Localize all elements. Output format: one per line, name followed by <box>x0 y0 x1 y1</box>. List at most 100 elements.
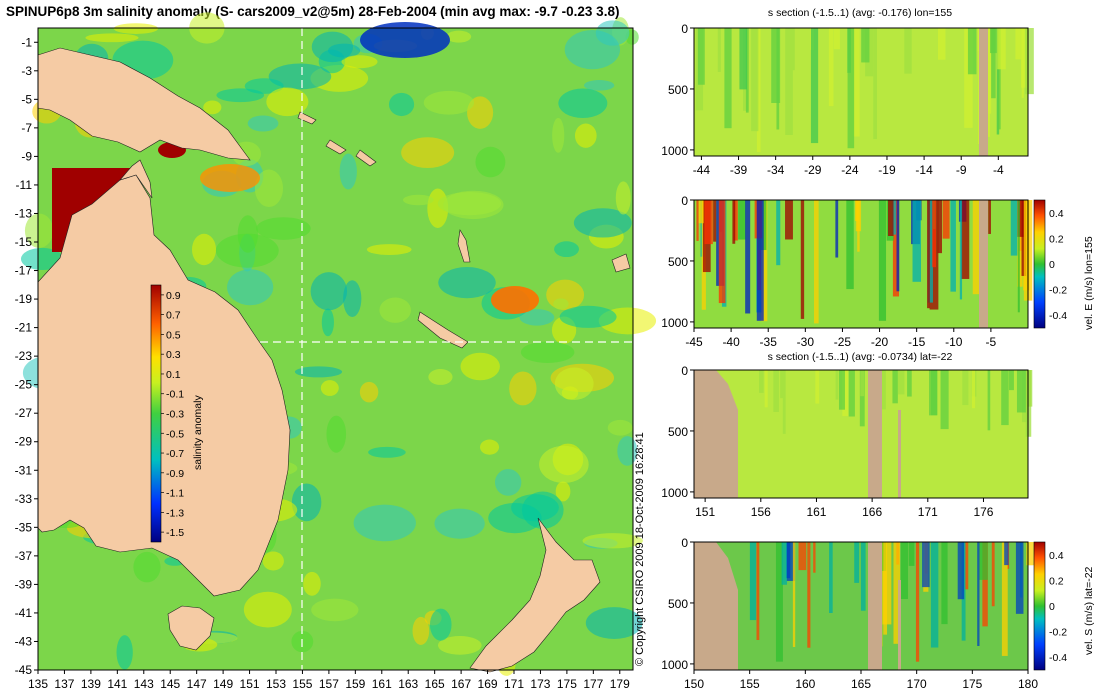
section-structure <box>883 542 888 635</box>
x-tick-label: 180 <box>1018 677 1038 691</box>
map-y-tick-label: -9 <box>21 149 32 163</box>
x-tick-label: 166 <box>862 505 882 519</box>
anomaly-blob <box>595 20 630 46</box>
y-tick-label: 1000 <box>661 316 688 330</box>
colorbar-tick-label: -1.1 <box>166 488 184 500</box>
land-new-guinea <box>37 47 251 161</box>
section-structure <box>792 28 795 71</box>
cb-tick-label: 0.4 <box>1049 550 1064 562</box>
anomaly-high-east <box>491 286 539 314</box>
section-structure <box>961 200 970 279</box>
section-structure <box>829 542 833 613</box>
x-tick-label: 155 <box>740 677 760 691</box>
anomaly-blob <box>353 504 416 542</box>
section-structure <box>942 200 950 239</box>
section-structure <box>800 200 805 319</box>
section-structure <box>900 542 909 600</box>
section-structure <box>904 28 912 74</box>
anomaly-blob <box>520 341 575 363</box>
map-y-tick-label: -17 <box>15 264 33 278</box>
colorbar-tick-label: -1.5 <box>166 527 184 539</box>
section-structure <box>718 200 726 304</box>
x-tick-label: -45 <box>685 335 703 349</box>
section-structure <box>1017 200 1020 313</box>
map-y-tick-label: -29 <box>15 435 33 449</box>
panel4-land-3 <box>898 580 901 670</box>
section-structure <box>991 28 996 99</box>
y-tick-label: 500 <box>668 255 688 269</box>
section-structure <box>833 28 840 50</box>
anomaly-blob <box>438 267 496 299</box>
y-tick-label: 500 <box>668 425 688 439</box>
map-y-tick-label: -11 <box>16 178 33 192</box>
map-frame <box>37 27 634 671</box>
section-structure <box>704 200 713 245</box>
map-x-tick-label: 177 <box>583 677 603 691</box>
panel2-structure <box>696 200 1033 324</box>
anomaly-blob <box>116 635 133 670</box>
section-structure <box>962 370 969 406</box>
x-tick-label: -24 <box>841 163 859 177</box>
anomaly-blob <box>615 181 631 215</box>
panel4-land <box>694 542 738 670</box>
land-cape-york <box>119 159 153 199</box>
section-structure <box>732 200 736 244</box>
anomaly-low-north <box>360 22 450 58</box>
section-structure <box>987 370 991 431</box>
section-structure <box>848 370 855 417</box>
panel4-land-2 <box>868 542 882 670</box>
x-tick-label: 171 <box>918 505 938 519</box>
section-structure <box>972 200 980 295</box>
section-structure <box>930 370 938 416</box>
section-structure <box>888 200 894 237</box>
anomaly-blob <box>215 233 279 268</box>
x-tick-label: -20 <box>871 335 889 349</box>
anomaly-blob <box>480 439 500 455</box>
map-x-tick-label: 173 <box>530 677 550 691</box>
anomaly-blob <box>519 309 555 326</box>
section-structure <box>873 28 878 140</box>
anomaly-blob <box>266 87 309 117</box>
section-structure <box>930 542 939 648</box>
x-tick-label: 175 <box>962 677 982 691</box>
anomaly-blob <box>401 137 455 169</box>
map-y-tick-label: -41 <box>15 606 33 620</box>
section-structure <box>1001 370 1009 426</box>
map-x-tick-label: 161 <box>372 677 392 691</box>
section-structure <box>857 200 860 252</box>
anomaly-blob <box>216 88 265 103</box>
section-structure <box>785 28 793 135</box>
x-tick-label: 170 <box>907 677 927 691</box>
anomaly-blob <box>320 380 339 396</box>
section-structure <box>815 370 820 404</box>
anomaly-blob <box>366 244 412 255</box>
section-structure <box>927 200 933 303</box>
map-y-tick-label: -31 <box>15 463 33 477</box>
y-tick-label: 500 <box>668 597 688 611</box>
section-structure <box>892 370 898 404</box>
anomaly-blob <box>437 192 502 216</box>
anomaly-blob <box>617 436 638 466</box>
panel3-axes: 151 156 161 166 171 176 0 500 1000 <box>661 364 994 519</box>
section-structure <box>776 28 780 130</box>
section-structure <box>1021 28 1024 98</box>
land-tasmania <box>167 605 215 651</box>
map-y-tick-label: -27 <box>15 406 33 420</box>
map-y-tick-label: -3 <box>21 64 32 78</box>
panel2-frame <box>693 199 1029 329</box>
colorbar-ticks: 0.9 0.7 0.5 0.3 0.1 -0.1 -0.3 -0.5 -0.7 -0.9 -1.1 -… <box>161 290 184 539</box>
anomaly-blob <box>227 269 274 306</box>
anomaly-blob <box>291 483 322 522</box>
section-structure <box>1016 370 1026 413</box>
anomaly-blob <box>552 117 565 153</box>
anomaly-blob <box>247 115 279 132</box>
panel1-title: s section (-1.5..1) (avg: -0.176) lon=15… <box>768 7 952 19</box>
section-structure <box>959 200 963 300</box>
section-structure <box>713 200 717 242</box>
panel1-axes: -44 -39 -34 -29 -24 -19 -14 -9 -4 0 500 1000 <box>661 22 1004 177</box>
anomaly-blob <box>303 571 321 596</box>
panel-velE-lon155 <box>693 199 1046 329</box>
map-x-tick-label: 179 <box>610 677 630 691</box>
section-structure <box>776 200 781 266</box>
panel4-axes: 150 155 160 165 170 175 180 0 500 1000 0.4 0.2 0 -0.2… <box>661 536 1067 691</box>
